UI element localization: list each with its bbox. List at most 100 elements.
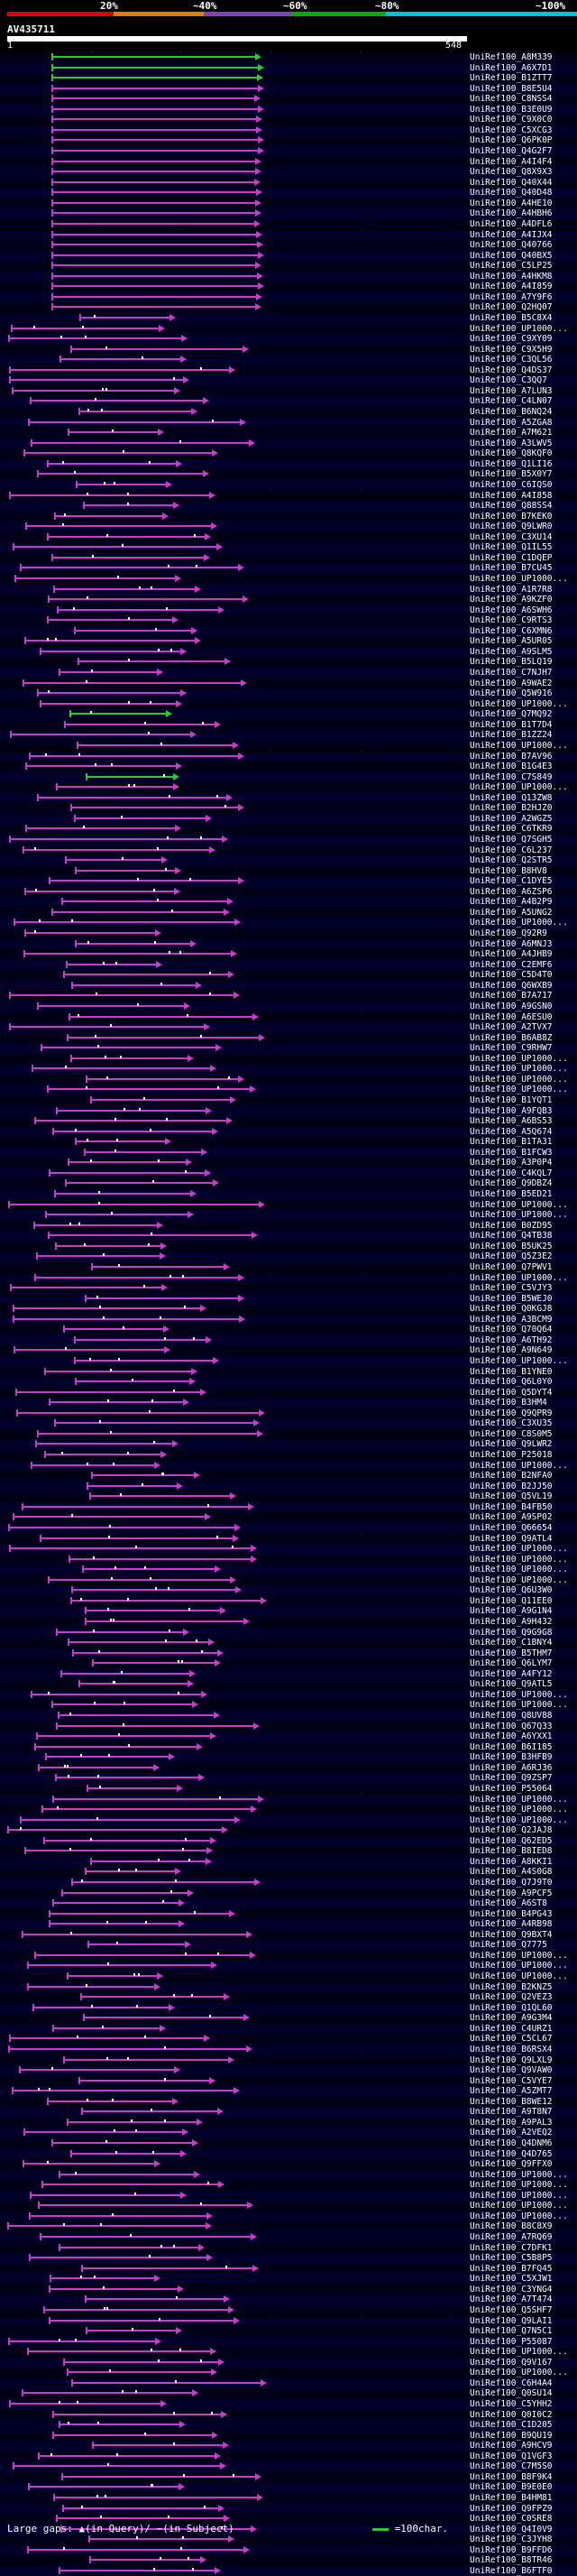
hit-alignment-line[interactable]: [47, 535, 205, 538]
hit-row[interactable]: UniRef100_A2WGZ5: [0, 813, 577, 825]
hit-subject-link[interactable]: UniRef100_UP1000...: [470, 1199, 568, 1210]
hit-subject-link[interactable]: UniRef100_A4RB98: [470, 1919, 553, 1930]
hit-row[interactable]: UniRef100_Q40766: [0, 240, 577, 251]
hit-subject-link[interactable]: UniRef100_UP1000...: [470, 1565, 568, 1575]
hit-alignment-line[interactable]: [74, 629, 191, 632]
hit-row[interactable]: UniRef100_C6IQS0: [0, 479, 577, 491]
hit-alignment-line[interactable]: [24, 640, 195, 642]
hit-subject-link[interactable]: UniRef100_B7AV96: [470, 751, 553, 762]
hit-subject-link[interactable]: UniRef100_B9FFD6: [470, 2544, 553, 2555]
hit-row[interactable]: UniRef100_Q40BX5: [0, 250, 577, 262]
hit-row[interactable]: UniRef100_UP1000...: [0, 1199, 577, 1211]
hit-alignment-line[interactable]: [79, 317, 169, 319]
hit-row[interactable]: UniRef100_A7LUN3: [0, 385, 577, 397]
hit-subject-link[interactable]: UniRef100_C9X5H9: [470, 344, 553, 355]
hit-row[interactable]: UniRef100_UP1000...: [0, 2347, 577, 2358]
hit-subject-link[interactable]: UniRef100_Q9FFX0: [470, 2159, 553, 2170]
hit-row[interactable]: UniRef100_B8TR46: [0, 2555, 577, 2566]
hit-alignment-line[interactable]: [52, 1902, 179, 1905]
hit-subject-link[interactable]: UniRef100_A6RJ36: [470, 1762, 553, 1773]
hit-row[interactable]: UniRef100_C9RHW7: [0, 1043, 577, 1054]
hit-alignment-line[interactable]: [78, 660, 224, 663]
hit-row[interactable]: UniRef100_UP1000...: [0, 1700, 577, 1711]
hit-row[interactable]: UniRef100_C0SRE8: [0, 2514, 577, 2525]
hit-subject-link[interactable]: UniRef100_A9HCV9: [470, 2441, 553, 2451]
hit-row[interactable]: UniRef100_B4FB50: [0, 1501, 577, 1513]
hit-row[interactable]: UniRef100_C5YHH2: [0, 2399, 577, 2410]
hit-alignment-line[interactable]: [9, 494, 209, 496]
hit-row[interactable]: UniRef100_Q5Z3E2: [0, 1251, 577, 1262]
hit-subject-link[interactable]: UniRef100_Q6LYM7: [470, 1658, 553, 1669]
hit-subject-link[interactable]: UniRef100_B6NQ24: [470, 407, 553, 418]
hit-row[interactable]: UniRef100_Q9LAI1: [0, 2315, 577, 2327]
hit-subject-link[interactable]: UniRef100_C1BNY4: [470, 1638, 553, 1648]
hit-alignment-line[interactable]: [74, 1360, 213, 1362]
hit-subject-link[interactable]: UniRef100_Q13ZW8: [470, 792, 553, 803]
hit-alignment-line[interactable]: [13, 2465, 220, 2468]
hit-alignment-line[interactable]: [9, 2037, 204, 2040]
hit-subject-link[interactable]: UniRef100_Q9BXT4: [470, 1929, 553, 1940]
hit-alignment-line[interactable]: [62, 2507, 218, 2509]
hit-alignment-line[interactable]: [56, 1109, 206, 1112]
hit-row[interactable]: UniRef100_Q5W916: [0, 688, 577, 699]
hit-row[interactable]: UniRef100_C4KQL7: [0, 1168, 577, 1179]
hit-alignment-line[interactable]: [71, 2381, 261, 2384]
hit-row[interactable]: UniRef100_C5B8P5: [0, 2253, 577, 2264]
hit-alignment-line[interactable]: [78, 1683, 188, 1685]
hit-row[interactable]: UniRef100_A2VEQ2: [0, 2128, 577, 2138]
hit-subject-link[interactable]: UniRef100_UP1000...: [470, 1074, 568, 1085]
hit-alignment-line[interactable]: [25, 525, 211, 528]
hit-row[interactable]: UniRef100_B7KEK0: [0, 511, 577, 522]
hit-alignment-line[interactable]: [90, 1099, 230, 1101]
hit-alignment-line[interactable]: [40, 2236, 251, 2239]
hit-row[interactable]: UniRef100_UP1000...: [0, 1574, 577, 1586]
hit-row[interactable]: UniRef100_Q8UV88: [0, 1711, 577, 1722]
hit-alignment-line[interactable]: [37, 692, 180, 695]
hit-row[interactable]: UniRef100_Q11EE0: [0, 1595, 577, 1607]
hit-row[interactable]: UniRef100_B1ZZ24: [0, 730, 577, 741]
hit-alignment-line[interactable]: [51, 56, 255, 58]
hit-subject-link[interactable]: UniRef100_P55064: [470, 1783, 553, 1794]
hit-alignment-line[interactable]: [47, 2100, 172, 2102]
hit-row[interactable]: UniRef100_A3BCM9: [0, 1314, 577, 1325]
hit-row[interactable]: UniRef100_B7CU45: [0, 563, 577, 574]
hit-alignment-line[interactable]: [52, 1130, 212, 1132]
hit-subject-link[interactable]: UniRef100_A9H432: [470, 1617, 553, 1627]
hit-alignment-line[interactable]: [8, 2340, 155, 2342]
hit-alignment-line[interactable]: [72, 1651, 217, 1654]
hit-row[interactable]: UniRef100_B9QU19: [0, 2430, 577, 2442]
hit-subject-link[interactable]: UniRef100_Q5SHF7: [470, 2304, 553, 2315]
hit-subject-link[interactable]: UniRef100_UP1000...: [470, 2201, 568, 2211]
hit-subject-link[interactable]: UniRef100_A4IJX4: [470, 229, 553, 240]
hit-alignment-line[interactable]: [60, 1672, 189, 1675]
hit-alignment-line[interactable]: [51, 160, 255, 162]
hit-alignment-line[interactable]: [89, 1495, 230, 1498]
hit-row[interactable]: UniRef100_C5VJY3: [0, 1283, 577, 1294]
hit-alignment-line[interactable]: [51, 66, 258, 69]
hit-row[interactable]: UniRef100_B5C8X4: [0, 313, 577, 324]
hit-alignment-line[interactable]: [32, 2006, 169, 2008]
hit-subject-link[interactable]: UniRef100_C9XY09: [470, 334, 553, 345]
hit-subject-link[interactable]: UniRef100_C5CL67: [470, 2034, 553, 2045]
hit-row[interactable]: UniRef100_B2NFA0: [0, 1471, 577, 1482]
hit-row[interactable]: UniRef100_Q6U3W0: [0, 1585, 577, 1596]
hit-subject-link[interactable]: UniRef100_A9T8N7: [470, 2107, 553, 2118]
hit-alignment-line[interactable]: [23, 2163, 154, 2165]
hit-subject-link[interactable]: UniRef100_P25018: [470, 1450, 553, 1461]
hit-row[interactable]: UniRef100_Q70Q64: [0, 1325, 577, 1335]
hit-alignment-line[interactable]: [23, 2131, 182, 2134]
hit-alignment-line[interactable]: [38, 1766, 153, 1768]
hit-row[interactable]: UniRef100_Q0I0C2: [0, 2409, 577, 2421]
hit-alignment-line[interactable]: [85, 1297, 238, 1299]
hit-row[interactable]: UniRef100_A6YXX1: [0, 1731, 577, 1742]
hit-row[interactable]: UniRef100_Q0SU14: [0, 2388, 577, 2399]
hit-alignment-line[interactable]: [70, 1599, 261, 1602]
hit-alignment-line[interactable]: [65, 859, 161, 862]
hit-alignment-line[interactable]: [38, 2454, 215, 2457]
hit-subject-link[interactable]: UniRef100_C8NSS4: [470, 94, 553, 105]
hit-row[interactable]: UniRef100_C8S0M5: [0, 1428, 577, 1440]
hit-row[interactable]: UniRef100_A9G3M4: [0, 2013, 577, 2024]
hit-subject-link[interactable]: UniRef100_C9X0C0: [470, 115, 553, 125]
hit-alignment-line[interactable]: [12, 2090, 234, 2092]
hit-row[interactable]: UniRef100_UP1000...: [0, 1064, 577, 1075]
